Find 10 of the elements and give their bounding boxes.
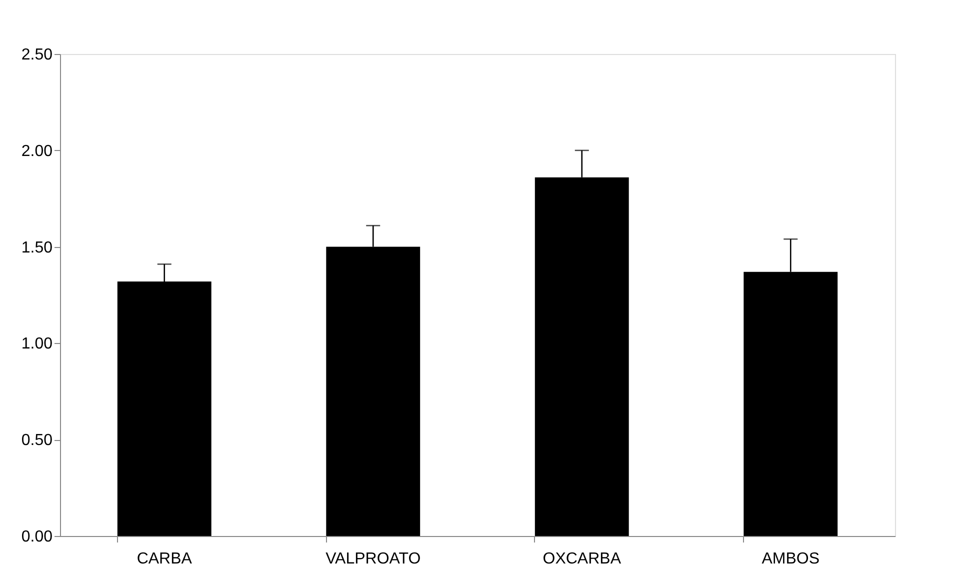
y-tick-label: 2.00	[21, 142, 53, 160]
x-tick-label: AMBOS	[762, 550, 820, 568]
y-tick-label: 2.50	[21, 46, 53, 64]
y-tick-label: 1.50	[21, 239, 53, 256]
y-tick-label: 0.00	[21, 528, 53, 546]
x-tick-label: OXCARBA	[542, 550, 622, 568]
y-tick-label: 0.50	[21, 432, 53, 450]
x-tick-label: VALPROATO	[326, 550, 421, 568]
y-tick-label: 1.00	[21, 336, 53, 353]
x-tick-label: CARBA	[136, 550, 192, 568]
